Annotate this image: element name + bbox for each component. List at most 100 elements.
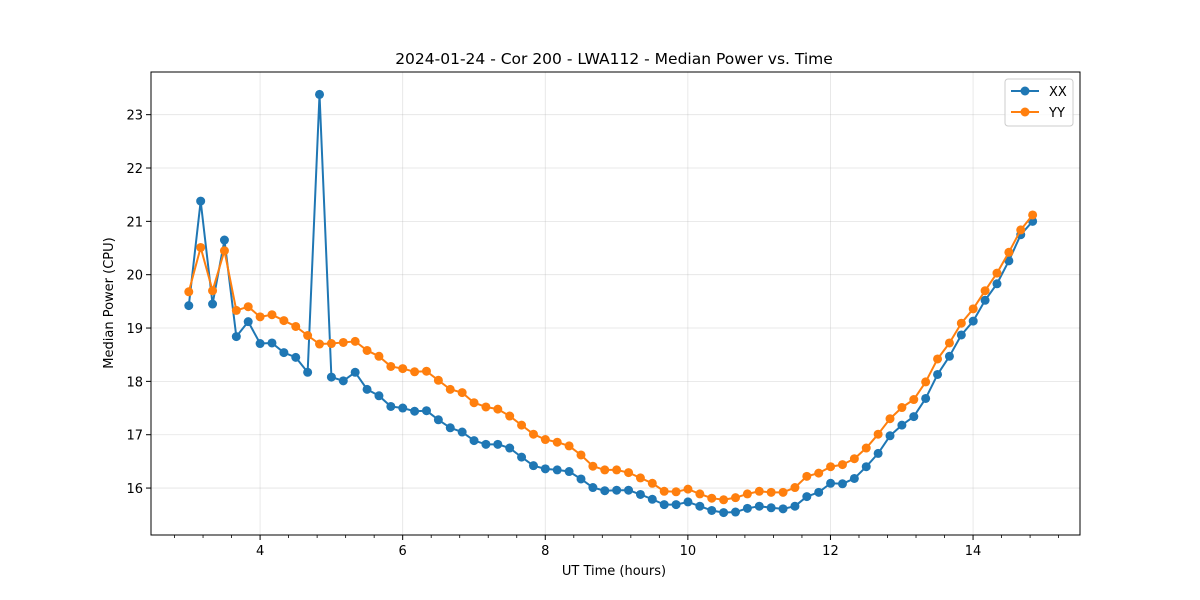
data-point-xx <box>338 376 348 386</box>
data-point-xx <box>647 494 657 504</box>
data-point-xx <box>196 196 206 206</box>
data-point-xx <box>588 483 598 493</box>
data-point-xx <box>243 317 253 327</box>
series-xx <box>184 89 1038 518</box>
x-tick-label: 12 <box>822 544 839 559</box>
data-point-yy <box>410 367 420 377</box>
data-point-xx <box>897 420 907 430</box>
data-point-xx <box>303 367 313 377</box>
data-point-yy <box>921 377 931 387</box>
data-point-yy <box>754 486 764 496</box>
data-point-yy <box>707 493 717 503</box>
x-tick-label: 14 <box>965 544 982 559</box>
data-point-xx <box>659 500 669 510</box>
data-point-xx <box>267 338 277 348</box>
data-point-yy <box>576 450 586 460</box>
data-point-yy <box>267 310 277 320</box>
data-point-yy <box>944 338 954 348</box>
data-point-xx <box>873 448 883 458</box>
data-point-yy <box>421 366 431 376</box>
series-yy <box>184 210 1038 505</box>
data-point-yy <box>980 286 990 296</box>
data-point-xx <box>671 500 681 510</box>
data-point-yy <box>897 403 907 413</box>
data-point-xx <box>933 369 943 379</box>
data-point-xx <box>552 465 562 475</box>
data-point-yy <box>778 487 788 497</box>
grid <box>151 72 1080 535</box>
data-point-yy <box>303 331 313 340</box>
data-point-xx <box>944 351 954 361</box>
data-point-yy <box>588 461 598 471</box>
data-point-yy <box>505 411 515 421</box>
data-point-xx <box>410 406 420 416</box>
data-point-yy <box>849 454 859 464</box>
data-point-xx <box>695 501 705 511</box>
x-tick-label: 10 <box>680 544 697 559</box>
data-point-yy <box>695 489 705 499</box>
data-point-xx <box>600 486 610 496</box>
data-point-yy <box>517 420 527 430</box>
data-point-yy <box>826 462 836 472</box>
data-point-xx <box>386 401 396 411</box>
data-point-xx <box>719 508 729 518</box>
data-point-xx <box>885 431 895 441</box>
chart-title: 2024-01-24 - Cor 200 - LWA112 - Median P… <box>395 50 833 68</box>
data-point-yy <box>624 468 634 478</box>
data-point-yy <box>481 402 491 412</box>
data-point-yy <box>885 414 895 424</box>
data-point-xx <box>457 427 467 437</box>
data-point-xx <box>505 443 515 453</box>
data-point-xx <box>433 415 443 425</box>
data-point-xx <box>790 501 800 511</box>
data-point-yy <box>933 354 943 364</box>
data-point-yy <box>671 487 681 497</box>
data-point-xx <box>540 464 550 474</box>
data-point-yy <box>528 429 538 439</box>
data-point-xx <box>956 330 966 340</box>
data-point-xx <box>517 452 527 462</box>
data-point-yy <box>968 304 978 314</box>
data-point-xx <box>374 391 384 401</box>
data-point-yy <box>814 468 824 478</box>
data-point-xx <box>837 479 847 489</box>
data-point-yy <box>386 361 396 371</box>
data-point-yy <box>208 286 218 296</box>
x-tick-label: 4 <box>256 544 264 559</box>
data-point-xx <box>493 439 503 449</box>
data-point-yy <box>326 339 336 349</box>
data-point-yy <box>837 460 847 470</box>
data-point-yy <box>469 398 479 408</box>
data-point-xx <box>624 485 634 495</box>
y-tick-label: 20 <box>126 269 143 284</box>
data-point-xx <box>398 403 408 413</box>
data-point-yy <box>255 312 265 322</box>
data-point-yy <box>540 435 550 445</box>
y-tick-label: 22 <box>126 162 143 177</box>
data-point-xx <box>921 393 931 403</box>
data-point-xx <box>576 474 586 484</box>
y-tick-label: 21 <box>126 215 143 230</box>
y-tick-label: 23 <box>126 109 143 124</box>
y-tick-label: 17 <box>126 429 143 444</box>
y-tick-label: 16 <box>126 482 143 497</box>
data-point-xx <box>481 439 491 449</box>
data-point-yy <box>659 486 669 496</box>
data-point-xx <box>742 503 752 513</box>
x-tick-label: 8 <box>541 544 549 559</box>
data-point-xx <box>184 301 194 311</box>
legend-marker-xx <box>1020 86 1030 96</box>
data-point-xx <box>861 462 871 472</box>
data-point-xx <box>754 501 764 511</box>
data-point-yy <box>338 337 348 347</box>
data-point-yy <box>279 316 289 326</box>
data-point-yy <box>992 268 1002 278</box>
data-point-yy <box>291 321 301 331</box>
data-point-yy <box>315 339 325 349</box>
data-point-yy <box>719 495 729 505</box>
legend: XX YY <box>1004 78 1074 127</box>
data-point-yy <box>493 404 503 414</box>
y-tick-label: 19 <box>126 322 143 337</box>
data-point-xx <box>992 279 1002 289</box>
